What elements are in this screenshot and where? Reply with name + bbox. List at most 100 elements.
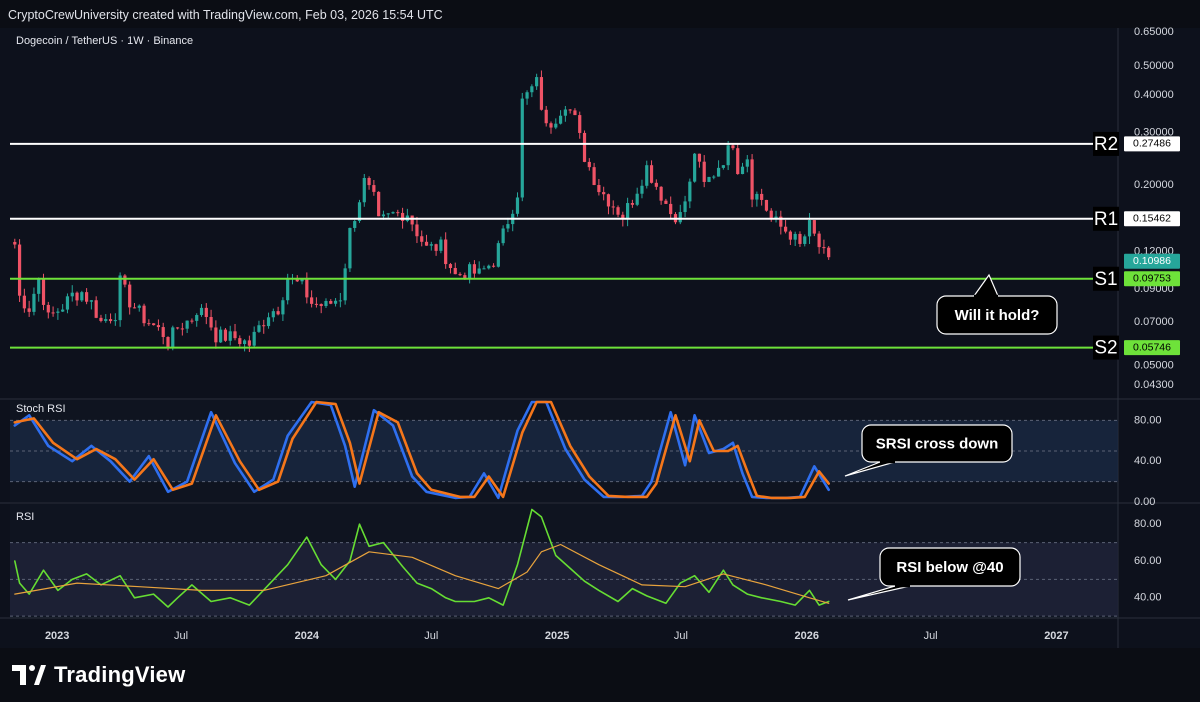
chart-canvas[interactable]: 2023 Jul 2024 Jul 2025 Jul 2026 Jul 2027 Dogecoin…: [0, 0, 1200, 648]
candle-body: [788, 231, 792, 240]
candle-body: [755, 193, 759, 200]
candle-body: [721, 165, 725, 168]
candle-body: [827, 247, 831, 258]
candle-body: [343, 268, 347, 301]
price-tag-value-s1: 0.09753: [1133, 273, 1171, 285]
candle-body: [32, 293, 36, 312]
candle-body: [396, 212, 400, 214]
candle-body: [262, 325, 266, 327]
tradingview-logo[interactable]: TradingView: [12, 660, 185, 690]
candle-body: [75, 292, 79, 301]
candle-body: [779, 216, 783, 227]
candle-body: [764, 199, 769, 211]
candle-body: [132, 307, 137, 309]
rsi-series-line-1: [14, 543, 830, 604]
candle-body: [128, 284, 132, 308]
rsi-axis-label: 40.00: [1134, 592, 1162, 604]
header-bar: CryptoCrewUniversity created with Tradin…: [0, 0, 1200, 28]
annotation-srsi-cross-text: SRSI cross down: [876, 435, 999, 452]
candle-body: [803, 236, 807, 244]
candle-body: [616, 207, 620, 215]
candle-body: [386, 213, 390, 215]
candle-body: [568, 109, 572, 111]
main-pane-title: Dogecoin / TetherUS · 1W · Binance: [16, 35, 193, 47]
candle-body: [664, 200, 668, 204]
stoch-pane-title: Stoch RSI: [16, 403, 66, 415]
candle-body: [491, 265, 496, 267]
candle-body: [238, 338, 242, 345]
candle-body: [453, 268, 457, 275]
candle-body: [812, 220, 816, 234]
candle-body: [247, 340, 251, 346]
candle-body: [228, 331, 232, 341]
candle-body: [70, 292, 74, 297]
candle-body: [793, 233, 797, 240]
candle-body: [353, 221, 357, 228]
candle-body: [506, 224, 510, 229]
candle-body: [242, 340, 247, 345]
candle-body: [391, 212, 395, 214]
candle-body: [199, 307, 204, 316]
candle-body: [41, 278, 46, 305]
candle-body: [822, 247, 826, 249]
candle-body: [377, 191, 381, 217]
candle-body: [37, 278, 41, 294]
candle-body: [209, 316, 213, 328]
candle-body: [745, 159, 749, 167]
candle-body: [180, 328, 184, 330]
candle-body: [726, 145, 730, 166]
candle-body: [61, 309, 65, 312]
candle-body: [118, 275, 122, 321]
price-axis-label: 0.07000: [1134, 316, 1174, 328]
annotation-will-it-hold-pointer: [973, 273, 999, 297]
candle-body: [649, 165, 654, 183]
level-tag-s1: [1093, 266, 1119, 291]
level-label-r1: R1: [1094, 209, 1118, 230]
price-axis-label: 0.40000: [1134, 89, 1174, 101]
candle-body: [94, 300, 98, 318]
price-axis-label: 0.04300: [1134, 379, 1174, 391]
candle-body: [621, 214, 625, 220]
level-label-r2: R2: [1094, 134, 1118, 155]
candle-body: [520, 98, 524, 198]
candle-body: [46, 304, 50, 313]
candle-body: [458, 274, 462, 276]
candle-body: [219, 329, 223, 343]
candle-body: [688, 181, 692, 202]
candle-body: [367, 177, 371, 186]
time-axis-label: 2027: [1044, 630, 1068, 642]
candle-body: [357, 202, 362, 222]
candle-body: [80, 292, 84, 301]
candle-body: [477, 268, 481, 274]
candle-body: [482, 268, 486, 270]
candle-body: [669, 203, 673, 215]
candle-body: [319, 304, 323, 307]
annotation-srsi-cross-box: [861, 424, 1013, 463]
candle-body: [678, 212, 682, 223]
candle-body: [324, 300, 328, 307]
rsi-axis-label: 60.00: [1134, 555, 1162, 567]
annotation-will-it-hold-text: Will it hold?: [955, 307, 1040, 324]
candle-body: [448, 264, 453, 269]
time-axis-label: Jul: [174, 630, 188, 642]
time-axis-label: 2026: [795, 630, 819, 642]
annotation-srsi-cross-pointer: [844, 461, 896, 477]
candle-body: [51, 312, 55, 314]
time-axis-label: Jul: [924, 630, 938, 642]
candle-body: [271, 311, 275, 318]
candle-body: [525, 92, 529, 99]
price-axis-label: 0.30000: [1134, 126, 1174, 138]
price-tag-r1: [1124, 211, 1180, 227]
price-tag-r2: [1124, 136, 1180, 152]
candle-body: [142, 305, 146, 324]
candle-body: [99, 317, 103, 321]
candle-body: [697, 153, 702, 162]
candle-body: [65, 296, 70, 310]
price-tag-value-s2: 0.05746: [1133, 341, 1171, 353]
candle-body: [362, 177, 366, 203]
candle-body: [429, 244, 433, 246]
price-tag-value-r1: 0.15462: [1133, 213, 1171, 225]
candle-body: [606, 194, 611, 207]
level-tag-r2: [1093, 131, 1119, 156]
candle-body: [113, 320, 117, 322]
